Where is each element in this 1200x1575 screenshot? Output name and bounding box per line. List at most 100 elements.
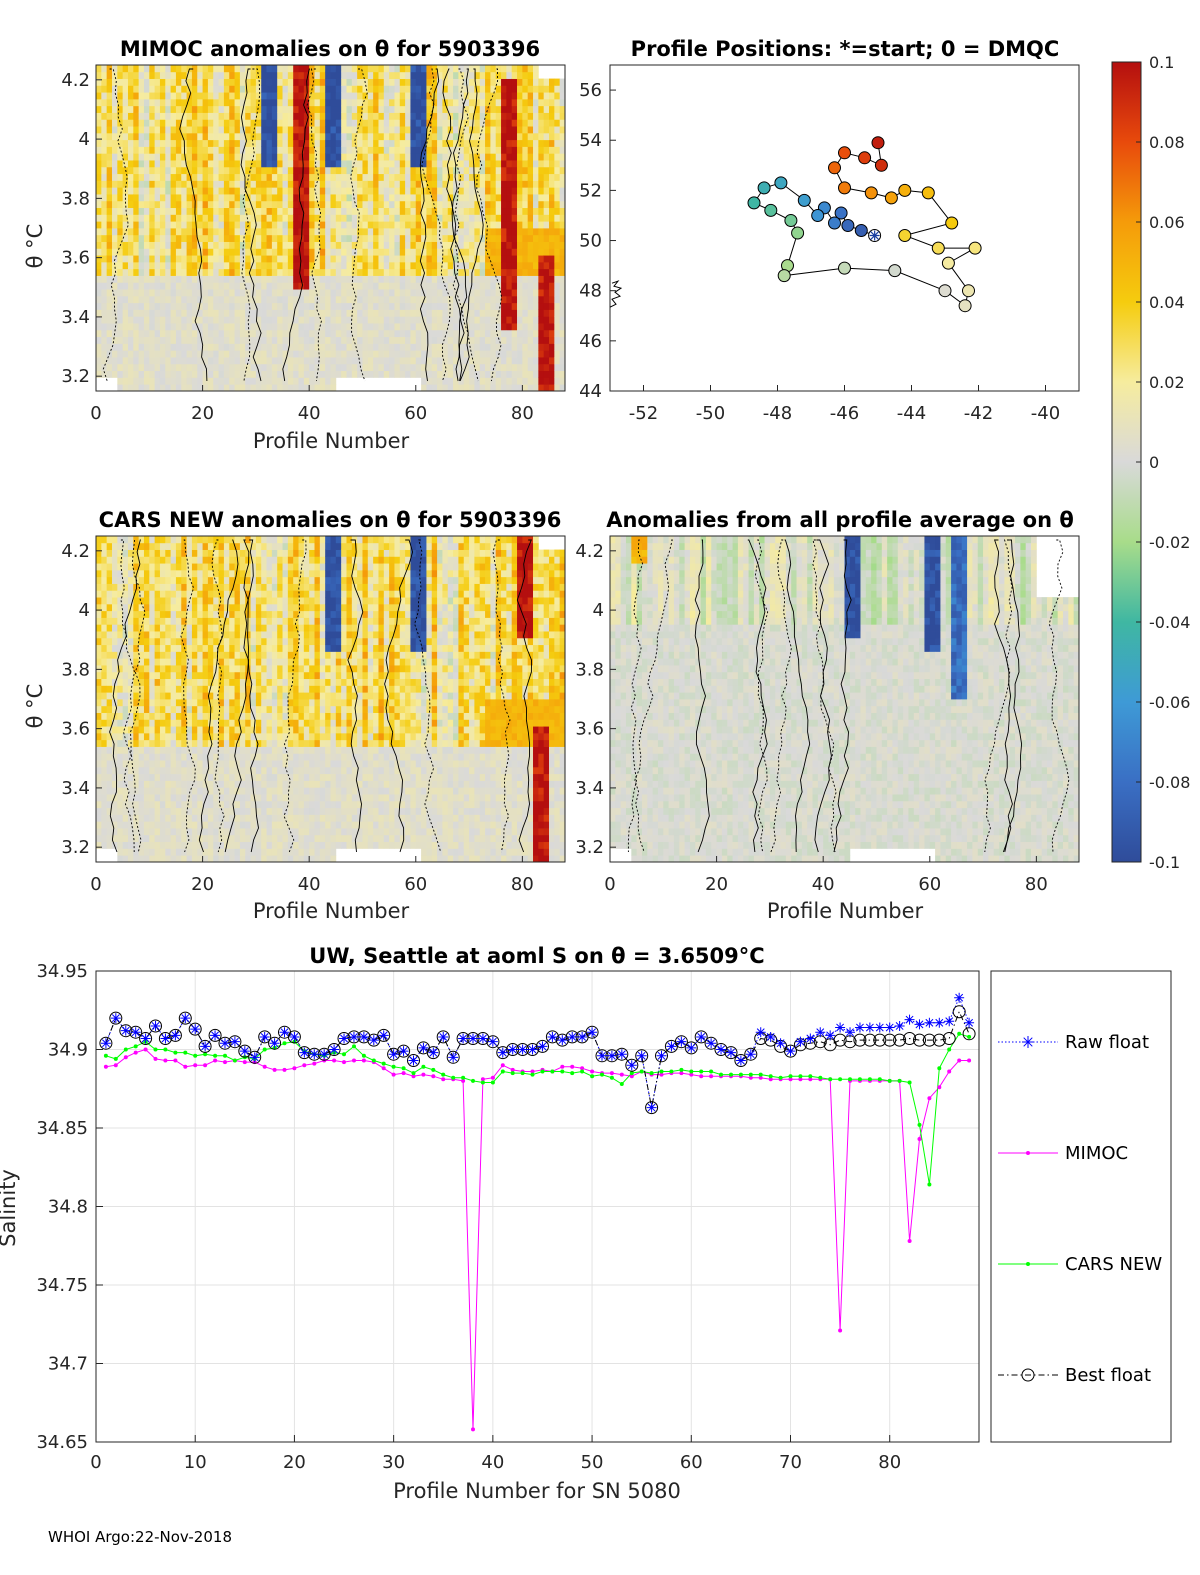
heatmap-cell [554,309,561,317]
heatmap-cell [415,180,422,188]
heatmap-cell [143,221,150,229]
heatmap-cell [549,173,555,181]
heatmap-cell [143,78,150,86]
heatmap-cell [117,85,124,93]
heatmap-cell [245,302,251,310]
heatmap-cell [447,370,454,378]
heatmap-cell [197,357,203,365]
heatmap-cell [394,241,401,249]
heatmap-cell [106,132,113,141]
heatmap-cell [234,329,241,338]
heatmap-cell [154,289,161,297]
heatmap-cell [207,126,214,134]
heatmap-cell [223,323,230,331]
heatmap-cell [159,255,166,263]
heatmap-cell [122,78,129,86]
heatmap-cell [138,719,145,727]
heatmap-cell [469,132,475,141]
heatmap-cell [154,536,161,544]
heatmap-cell [229,71,235,79]
heatmap-cell [554,282,561,290]
heatmap-cell [154,336,161,344]
heatmap-cell [479,384,486,392]
contour-line [241,68,261,382]
heatmap-cell [394,187,401,195]
heatmap-cell [175,841,182,849]
heatmap-cell [175,336,182,344]
heatmap-cell [149,309,156,317]
heatmap-cell [330,255,337,263]
heatmap-cell [197,316,203,324]
heatmap-cell [170,146,177,154]
heatmap-cell [362,234,369,242]
heatmap-cell [165,753,172,761]
heatmap-cell [165,542,172,550]
heatmap-cell [207,241,214,249]
heatmap-cell [463,65,470,73]
heatmap-cell [479,98,486,107]
heatmap-cell [469,343,475,351]
heatmap-cell [154,194,161,202]
heatmap-cell [346,187,353,195]
heatmap-cell [453,153,459,161]
heatmap-cell [341,146,347,154]
heatmap-cell [117,828,124,836]
heatmap-cell [175,363,182,372]
heatmap-cell [405,132,411,141]
heatmap-cell [122,780,129,788]
heatmap-cell [319,295,326,304]
heatmap-cell [415,139,422,147]
heatmap-cell [303,289,310,297]
heatmap-cell [218,268,225,276]
heatmap-cell [335,316,342,324]
heatmap-cell [378,65,385,73]
heatmap-cell [122,651,129,659]
heatmap-cell [111,556,118,564]
heatmap-cell [410,234,417,242]
heatmap-cell [106,295,113,304]
heatmap-cell [277,248,283,256]
heatmap-cell [319,248,326,256]
heatmap-cell [357,221,363,229]
heatmap-cell [127,200,134,209]
heatmap-cell [149,214,156,222]
heatmap-cell [239,309,246,317]
heatmap-cell [533,261,539,270]
heatmap-cell [447,350,454,358]
heatmap-cell [111,139,118,147]
heatmap-cell [266,255,273,263]
heatmap-cell [143,563,150,571]
heatmap-cell [282,187,289,195]
heatmap-cell [517,180,523,188]
heatmap-cell [117,692,124,700]
heatmap-cell [239,71,246,79]
heatmap-cell [415,85,422,93]
heatmap-cell [479,221,486,229]
heatmap-cell [149,336,156,344]
heatmap-cell [351,119,358,127]
heatmap-cell [165,78,172,86]
heatmap-cell [357,323,363,331]
heatmap-cell [554,112,561,120]
heatmap-cell [346,228,353,236]
heatmap-cell [106,807,113,815]
heatmap-cell [271,234,278,242]
heatmap-cell [389,329,395,338]
heatmap-cell [287,112,294,120]
heatmap-cell [122,583,129,591]
heatmap-cell [463,98,470,107]
heatmap-cell [415,194,422,202]
heatmap-cell [335,173,342,181]
heatmap-cell [346,200,353,209]
heatmap-cell [207,71,214,79]
heatmap-cell [96,665,102,673]
heatmap-cell [149,549,156,557]
heatmap-cell [138,139,145,147]
heatmap-cell [341,85,347,93]
heatmap-cell [234,384,241,392]
heatmap-cell [106,563,113,571]
heatmap-cell [463,153,470,161]
heatmap-cell [175,282,182,290]
heatmap-cell [495,98,502,107]
heatmap-cell [96,773,102,781]
